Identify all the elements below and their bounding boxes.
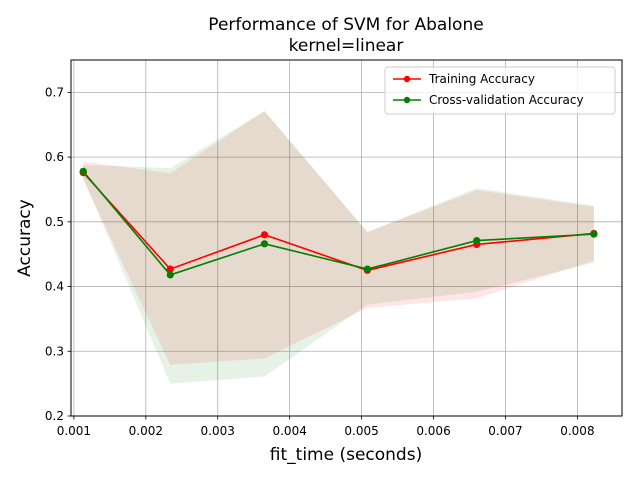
x-axis-ticks: 0.001 0.002 0.003 0.004 0.005 0.006 0.007 0.008 [57,416,595,438]
y-axis-label: Accuracy [15,199,35,277]
point-training [166,265,174,273]
x-tick-label: 0.001 [57,424,91,438]
y-tick-label: 0.3 [45,344,64,358]
legend-box [384,66,616,115]
y-axis-ticks: 0.2 0.3 0.4 0.5 0.6 0.7 [45,85,71,423]
series-points [79,167,598,279]
legend: Training Accuracy Cross-validation Accur… [384,66,616,115]
chart-title: Performance of SVM for Abalone [208,15,483,35]
line-cv [82,170,594,276]
y-tick-label: 0.7 [45,85,64,99]
series-lines [82,170,595,276]
confidence-bands [83,111,594,384]
point-cv [260,240,269,248]
y-tick-label: 0.5 [45,215,64,229]
plot-frame [70,59,623,417]
x-tick-label: 0.003 [201,424,235,438]
point-cv [473,236,481,245]
band-training [83,111,594,365]
point-training [260,231,269,239]
line-training [82,172,595,272]
x-tick-label: 0.005 [344,424,378,438]
legend-label-cv: Cross-validation Accuracy [429,93,584,107]
chart-subtitle: kernel=linear [289,36,404,56]
x-tick-label: 0.004 [272,424,306,438]
x-axis-label: fit_time (seconds) [270,445,422,465]
point-cv [79,167,87,175]
x-tick-label: 0.008 [560,424,594,438]
point-cv [590,230,598,238]
y-tick-label: 0.4 [45,280,64,294]
x-tick-label: 0.002 [129,424,163,438]
band-cv [83,111,594,384]
legend-marker-cv [403,96,411,104]
y-tick-label: 0.2 [45,409,64,423]
legend-label-training: Training Accuracy [428,72,535,86]
x-tick-label: 0.006 [416,424,450,438]
point-cv [166,271,174,279]
x-tick-label: 0.007 [488,424,522,438]
point-cv [363,265,371,273]
legend-marker-training [403,75,411,83]
y-tick-label: 0.6 [45,150,64,164]
